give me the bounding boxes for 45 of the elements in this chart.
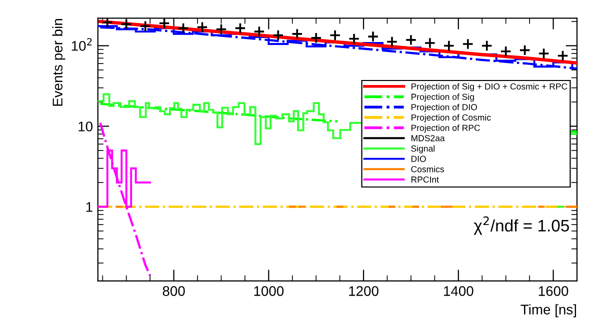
point bbox=[158, 18, 170, 30]
point bbox=[424, 37, 436, 49]
point bbox=[500, 46, 512, 58]
legend-label: Projection of Cosmic bbox=[411, 114, 491, 122]
point bbox=[443, 40, 455, 52]
legend-label: Projection of RPC bbox=[411, 124, 480, 133]
point bbox=[120, 18, 132, 30]
point bbox=[178, 22, 190, 34]
point bbox=[310, 32, 322, 44]
y-tick-label: 10$^{2}$ bbox=[72, 38, 92, 51]
y-axis-title: Events per bin bbox=[52, 19, 66, 106]
point bbox=[234, 22, 246, 34]
point bbox=[386, 36, 398, 48]
x-tick-label: 1200 bbox=[349, 286, 378, 296]
point bbox=[462, 38, 474, 50]
point bbox=[481, 40, 493, 52]
y-tick-label: 1 bbox=[86, 202, 92, 212]
point bbox=[196, 21, 208, 33]
point bbox=[556, 50, 569, 62]
point bbox=[367, 30, 379, 42]
point bbox=[253, 26, 265, 38]
legend-label: Projection of Sig bbox=[411, 93, 474, 102]
point bbox=[140, 20, 152, 32]
point bbox=[405, 34, 417, 46]
legend-label: Signal bbox=[411, 145, 435, 154]
y-tick-label: 10 bbox=[78, 122, 92, 132]
legend-label: Projection of DIO bbox=[411, 104, 477, 112]
legend-label: RPCInt bbox=[411, 176, 439, 183]
point bbox=[272, 29, 284, 41]
x-tick-label: 1400 bbox=[444, 286, 474, 296]
legend-label: Projection of Sig + DIO + Cosmic + RPC bbox=[411, 83, 568, 92]
x-tick-label: 1600 bbox=[538, 286, 568, 296]
legend-label: Cosmics bbox=[411, 166, 444, 172]
annotation: χ$^{2}$/ndf = 1.05 bbox=[474, 216, 569, 235]
point bbox=[291, 28, 303, 40]
point bbox=[348, 32, 360, 45]
point bbox=[519, 44, 531, 56]
x-tick-label: 800 bbox=[162, 286, 185, 296]
legend-label: MDS2aa bbox=[411, 135, 445, 142]
point bbox=[329, 29, 341, 41]
line-series bbox=[99, 122, 152, 277]
x-axis-title: Time [ns] bbox=[520, 304, 576, 318]
legend-label: DIO bbox=[411, 156, 426, 162]
x-tick-label: 1000 bbox=[254, 286, 284, 296]
point bbox=[538, 48, 550, 60]
